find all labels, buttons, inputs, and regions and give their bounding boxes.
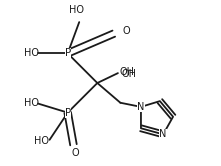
Text: HO: HO (24, 48, 39, 58)
Text: OH: OH (121, 69, 136, 79)
Text: O: O (71, 148, 79, 158)
Text: HO: HO (69, 5, 84, 15)
Text: P: P (65, 108, 71, 118)
Text: O: O (123, 26, 130, 36)
Text: HO: HO (24, 98, 39, 108)
Text: OH: OH (120, 67, 135, 77)
Text: N: N (137, 102, 145, 112)
Text: HO: HO (34, 136, 49, 146)
Text: P: P (65, 48, 71, 58)
Text: N: N (160, 129, 167, 139)
